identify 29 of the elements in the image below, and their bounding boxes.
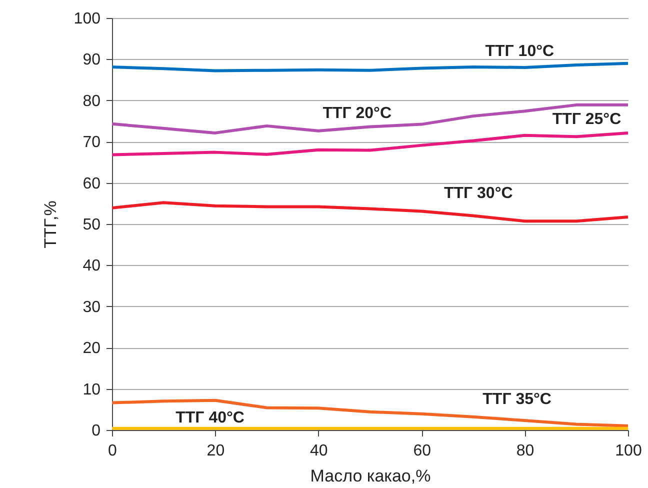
y-axis-title: ТТГ,% — [40, 200, 60, 248]
y-tick-label: 30 — [82, 298, 101, 316]
x-tick-label: 100 — [615, 442, 642, 460]
line-series — [110, 201, 630, 223]
y-tick-label: 20 — [82, 340, 101, 358]
x-tick-label: 20 — [206, 442, 225, 460]
x-tick-label: 0 — [108, 442, 118, 460]
y-tick-label: 10 — [82, 381, 101, 398]
y-tick-label: 100 — [74, 10, 101, 28]
y-tick-label: 60 — [82, 175, 101, 192]
y-tick-label: 90 — [82, 52, 101, 69]
y-tick-label: 50 — [82, 216, 101, 234]
line-series — [110, 131, 630, 156]
series-label: ТТГ 40°C — [176, 410, 245, 427]
series-label: ТТГ 30°C — [444, 185, 514, 202]
series-label: ТТГ 35°C — [482, 391, 552, 408]
x-tick-label: 60 — [413, 442, 432, 460]
series-label: ТТГ 10°C — [485, 42, 554, 60]
line-series — [110, 103, 630, 134]
x-tick-label: 80 — [516, 442, 534, 460]
x-tick-label: 40 — [310, 442, 328, 460]
x-axis-title: Масло какао,% — [310, 466, 431, 486]
y-tick-label: 70 — [82, 134, 101, 152]
y-tick-label: 40 — [82, 258, 101, 275]
series-label: ТТГ 25°C — [552, 110, 622, 128]
line-series — [110, 62, 630, 72]
series-label: ТТГ 20°C — [322, 104, 392, 122]
y-tick-label: 0 — [92, 422, 101, 440]
y-tick-label: 80 — [82, 92, 101, 110]
